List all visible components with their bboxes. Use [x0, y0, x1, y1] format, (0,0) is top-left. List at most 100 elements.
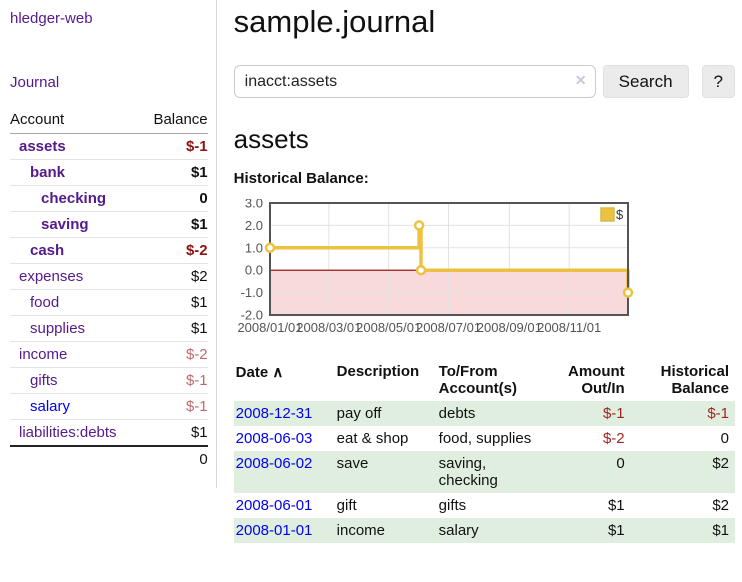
- account-row: cash $-2: [10, 237, 208, 264]
- account-row: bank $1: [10, 159, 208, 186]
- register-row: 2008-01-01 income salary $1 $1: [233, 518, 735, 543]
- app-title-link[interactable]: hledger-web: [10, 10, 93, 27]
- clear-search-icon[interactable]: ✕: [574, 72, 587, 88]
- register-row: 2008-06-02 save saving, checking 0 $2: [233, 451, 735, 493]
- data-point-marker: [622, 287, 633, 298]
- account-balance: $2: [141, 263, 208, 290]
- register-table: Date ∧ Description To/From Account(s) Am…: [233, 361, 735, 543]
- register-description: eat & shop: [336, 430, 409, 447]
- account-row: income $-2: [10, 341, 208, 368]
- search-box: ✕: [233, 65, 596, 98]
- account-title: assets: [233, 124, 309, 154]
- register-row: 2008-12-31 pay off debts $-1 $-1: [233, 401, 735, 426]
- sidebar-account-link[interactable]: checking: [41, 190, 107, 207]
- account-balance: $1: [141, 159, 208, 186]
- account-balance: $1: [141, 211, 208, 238]
- register-balance: $1: [712, 522, 729, 539]
- register-accounts: gifts: [438, 497, 467, 514]
- search-input[interactable]: [233, 65, 596, 98]
- register-description: gift: [336, 497, 357, 514]
- register-date-link[interactable]: 2008-06-02: [235, 455, 313, 472]
- register-balance: 0: [720, 430, 729, 447]
- register-header-row: Date ∧ Description To/From Account(s) Am…: [234, 361, 735, 401]
- sidebar: hledger-web Journal Account Balance asse…: [0, 0, 217, 488]
- account-balance: $1: [141, 419, 208, 446]
- account-balance: $1: [141, 289, 208, 316]
- y-axis-tick-label: -1.0: [240, 285, 262, 300]
- accounts-header-balance: Balance: [141, 108, 208, 134]
- register-header-balance: Historical Balance: [660, 363, 729, 397]
- sidebar-account-link[interactable]: cash: [30, 242, 65, 259]
- help-button[interactable]: ?: [701, 65, 735, 98]
- search-button[interactable]: Search: [602, 65, 689, 98]
- sidebar-account-link[interactable]: expenses: [19, 268, 84, 285]
- register-date-link[interactable]: 2008-12-31: [235, 405, 313, 422]
- account-balance: $-1: [141, 367, 208, 394]
- x-axis-tick-label: 2008/11/01: [537, 320, 601, 335]
- sidebar-account-link[interactable]: supplies: [30, 320, 86, 337]
- register-date-cell: 2008-06-03: [234, 426, 331, 451]
- x-axis-tick-label: 2008/03/01: [296, 320, 361, 335]
- register-amount: 0: [616, 455, 625, 472]
- sidebar-account-link[interactable]: gifts: [30, 372, 58, 389]
- register-description: pay off: [336, 405, 382, 422]
- register-date-cell: 2008-06-02: [234, 451, 331, 493]
- sidebar-account-link[interactable]: bank: [30, 164, 66, 181]
- register-header-amount: Amount Out/In: [568, 363, 625, 397]
- register-date-link[interactable]: 2008-06-01: [235, 497, 313, 514]
- register-accounts: debts: [438, 405, 476, 422]
- account-row: salary $-1: [10, 393, 208, 420]
- y-axis-tick-label: 0.0: [245, 263, 263, 278]
- y-axis-tick-label: 1.0: [245, 240, 263, 255]
- register-amount: $-1: [602, 405, 625, 422]
- chart-canvas: $3.0 2.0 1.0 0.0 -1.0 -2.02008/01/012008/03/0…: [237, 196, 633, 335]
- register-date-link[interactable]: 2008-06-03: [235, 430, 313, 447]
- register-balance: $2: [712, 497, 729, 514]
- accounts-table: Account Balance assets $-1 bank $1 checking 0…: [10, 108, 208, 472]
- register-header-description: Description: [336, 363, 420, 380]
- register-row: 2008-06-01 gift gifts $1 $2: [234, 493, 735, 518]
- register-amount: $1: [607, 497, 625, 514]
- account-row: expenses $2: [10, 263, 208, 290]
- register-balance: $-1: [707, 405, 729, 422]
- sidebar-account-link[interactable]: saving: [41, 216, 89, 233]
- register-date-cell: 2008-06-01: [234, 493, 331, 518]
- account-balance: 0: [141, 185, 208, 212]
- sidebar-item-journal[interactable]: Journal: [10, 74, 60, 91]
- accounts-total-spacer: [10, 445, 141, 472]
- account-row: saving $1: [10, 211, 208, 238]
- register-date-link[interactable]: 2008-01-01: [235, 522, 313, 539]
- accounts-total-value: 0: [141, 445, 208, 472]
- account-balance: $-2: [141, 237, 208, 264]
- register-accounts: food, supplies: [438, 430, 532, 447]
- register-description: save: [336, 455, 369, 472]
- register-row: 2008-06-03 eat & shop food, supplies $-2 0: [234, 426, 735, 451]
- register-header-accounts: To/From Account(s): [438, 363, 517, 397]
- register-accounts: salary: [438, 522, 479, 539]
- sidebar-account-link[interactable]: liabilities:debts: [19, 424, 117, 441]
- register-header-date[interactable]: Date ∧: [234, 361, 331, 401]
- sidebar-account-link[interactable]: assets: [19, 138, 66, 155]
- sidebar-account-link[interactable]: salary: [30, 398, 71, 415]
- page: hledger-web Journal Account Balance asse…: [0, 0, 735, 543]
- sidebar-account-link[interactable]: food: [30, 294, 60, 311]
- accounts-header-account: Account: [10, 108, 141, 134]
- register-header-date-label: Date: [235, 364, 269, 381]
- account-row: checking 0: [10, 185, 208, 212]
- sort-ascending-icon: ∧: [272, 364, 284, 381]
- register-description: income: [336, 522, 386, 539]
- data-point-marker: [264, 242, 275, 254]
- y-axis-tick-label: 2.0: [245, 218, 263, 233]
- register-balance: $2: [712, 455, 729, 472]
- sidebar-account-link[interactable]: income: [19, 346, 68, 363]
- y-axis-tick-label: 3.0: [245, 199, 263, 211]
- historical-balance-chart: $3.0 2.0 1.0 0.0 -1.0 -2.0 2008/01/01 2008/03/0…: [234, 196, 735, 342]
- search-form: ✕ Search ?: [233, 65, 735, 98]
- register-amount: $-2: [602, 430, 625, 447]
- account-balance: $-1: [141, 393, 208, 420]
- account-row: assets $-1: [10, 134, 208, 160]
- data-point-marker: [415, 264, 426, 276]
- x-axis-tick-label: 2008/07/01: [416, 320, 481, 335]
- x-axis-tick-label: 2008/01/01: [237, 320, 302, 335]
- account-row: food $1: [10, 289, 208, 316]
